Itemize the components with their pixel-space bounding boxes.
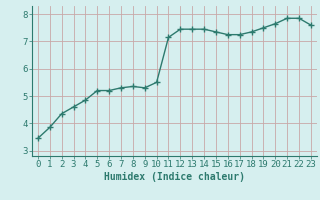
X-axis label: Humidex (Indice chaleur): Humidex (Indice chaleur) bbox=[104, 172, 245, 182]
